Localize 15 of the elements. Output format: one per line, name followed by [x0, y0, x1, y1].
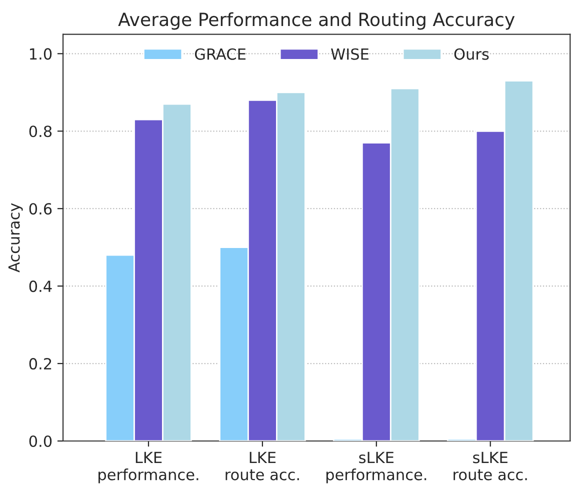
y-tick-label: 0.2 [29, 358, 52, 370]
y-tick-label: 1.0 [30, 48, 52, 60]
y-axis-title: Accuracy [8, 203, 23, 272]
y-tick-label: 0.4 [29, 280, 52, 292]
x-tick-label: LKE performance. [98, 452, 198, 484]
chart-title: Average Performance and Routing Accuracy [118, 12, 515, 30]
legend-label: GRACE [194, 48, 246, 60]
x-tick-label: sLKE performance. [326, 452, 426, 484]
x-tick-label: LKE route acc. [226, 452, 299, 480]
y-tick-label: 0.0 [29, 435, 52, 448]
y-tick-label: 0.6 [29, 203, 52, 215]
y-tick-label: 0.8 [29, 126, 52, 138]
x-tick-label: sLKE route acc. [454, 452, 527, 480]
legend-label: WISE [331, 48, 368, 60]
legend-label: Ours [454, 48, 489, 60]
